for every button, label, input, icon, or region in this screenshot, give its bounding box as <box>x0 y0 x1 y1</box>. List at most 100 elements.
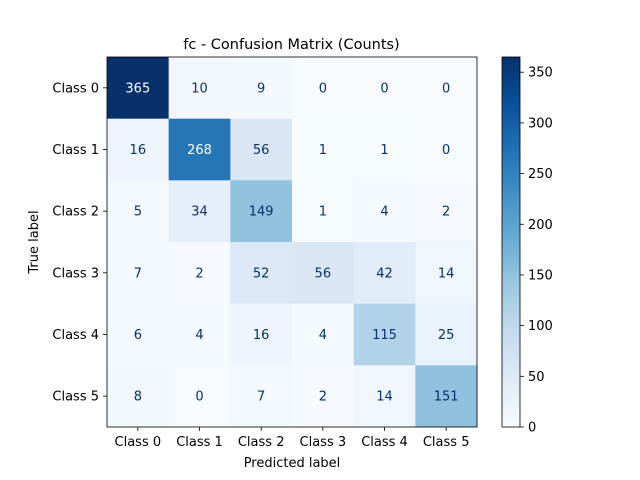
colorbar-tick-label: 150 <box>528 268 553 283</box>
heatmap-cell <box>415 303 478 366</box>
y-tick-label: Class 5 <box>52 390 99 405</box>
cell-value-label: 8 <box>134 390 142 405</box>
colorbar-tick-label: 250 <box>528 167 553 182</box>
heatmap-cell <box>230 180 293 243</box>
heatmap-cell <box>292 365 355 428</box>
heatmap-cell <box>415 242 478 305</box>
cell-value-label: 1 <box>319 205 327 220</box>
heatmap-cell <box>292 180 355 243</box>
x-tick-label: Class 5 <box>423 435 470 450</box>
heatmap-cell <box>230 303 293 366</box>
colorbar-tick-label: 100 <box>528 319 553 334</box>
cell-value-label: 7 <box>257 390 265 405</box>
heatmap-cell <box>168 365 231 428</box>
cell-value-label: 151 <box>434 390 459 405</box>
chart-title: fc - Confusion Matrix (Counts) <box>183 37 399 53</box>
cell-value-label: 6 <box>134 328 142 343</box>
cell-value-label: 365 <box>125 81 150 96</box>
heatmap-cell <box>292 57 355 120</box>
heatmap-cell <box>353 57 416 120</box>
heatmap-cell <box>292 303 355 366</box>
heatmap-cells <box>107 57 478 428</box>
colorbar-tick-label: 50 <box>528 370 545 385</box>
cell-value-label: 10 <box>191 81 208 96</box>
heatmap-cell <box>415 180 478 243</box>
cell-value-label: 14 <box>438 266 455 281</box>
heatmap-cell <box>415 57 478 120</box>
heatmap-cell <box>353 365 416 428</box>
cell-value-label: 1 <box>380 143 388 158</box>
x-axis-label: Predicted label <box>244 456 341 471</box>
cell-value-label: 0 <box>442 143 450 158</box>
y-tick-label: Class 2 <box>52 205 99 220</box>
cell-value-label: 2 <box>442 205 450 220</box>
y-axis-ticks: Class 0 Class 1 Class 2 Class 3 Class 4 Class… <box>52 81 107 405</box>
cell-value-label: 7 <box>134 266 142 281</box>
cell-value-label: 0 <box>442 81 450 96</box>
y-tick-label: Class 3 <box>52 266 99 281</box>
cell-value-label: 52 <box>253 266 270 281</box>
cell-value-label: 4 <box>195 328 203 343</box>
cell-value-label: 16 <box>130 143 147 158</box>
cell-value-label: 0 <box>380 81 388 96</box>
heatmap-cell <box>353 303 416 366</box>
heatmap-cell <box>168 180 231 243</box>
heatmap-cell <box>107 242 170 305</box>
heatmap-cell <box>230 118 293 181</box>
heatmap-cell <box>168 242 231 305</box>
heatmap-cell <box>107 180 170 243</box>
cell-value-label: 2 <box>195 266 203 281</box>
y-tick-label: Class 0 <box>52 81 99 96</box>
cell-value-label: 5 <box>134 205 142 220</box>
cell-value-label: 16 <box>253 328 270 343</box>
cell-value-label: 56 <box>315 266 332 281</box>
heatmap-cell <box>230 365 293 428</box>
heatmap-cell <box>107 118 170 181</box>
heatmap-cell <box>168 118 231 181</box>
y-axis-label: True label <box>27 210 42 274</box>
heatmap-cell <box>353 180 416 243</box>
heatmap-cell <box>168 57 231 120</box>
heatmap-cell <box>292 118 355 181</box>
cell-value-label: 56 <box>253 143 270 158</box>
x-tick-label: Class 4 <box>361 435 408 450</box>
heatmap-cell <box>415 118 478 181</box>
heatmap-cell <box>168 303 231 366</box>
x-tick-label: Class 0 <box>115 435 162 450</box>
cell-value-label: 4 <box>319 328 327 343</box>
colorbar-tick-label: 0 <box>528 421 536 436</box>
heatmap-cell <box>353 242 416 305</box>
x-tick-label: Class 2 <box>238 435 285 450</box>
y-tick-label: Class 1 <box>52 143 99 158</box>
heatmap-cell <box>107 303 170 366</box>
cell-value-label: 9 <box>257 81 265 96</box>
colorbar <box>501 56 521 428</box>
cell-value-label: 14 <box>376 390 393 405</box>
heatmap-cell <box>107 57 170 120</box>
heatmap-cell <box>415 365 478 428</box>
plot-frame <box>106 56 478 428</box>
heatmap-cell <box>230 242 293 305</box>
cell-value-label: 42 <box>376 266 393 281</box>
cell-value-label: 25 <box>438 328 455 343</box>
cell-value-label: 4 <box>380 205 388 220</box>
colorbar-tick-label: 350 <box>528 66 553 81</box>
cell-value-label: 268 <box>187 143 212 158</box>
x-tick-label: Class 3 <box>300 435 347 450</box>
heatmap-cell <box>107 365 170 428</box>
cell-value-label: 1 <box>319 143 327 158</box>
heatmap-cell-labels: 365 10 9 0 0 016 268 56 1 1 05 34 149 1 4 27 2 52 56 42 146 4… <box>125 81 458 404</box>
colorbar-tick-label: 300 <box>528 116 553 131</box>
cell-value-label: 34 <box>191 205 208 220</box>
heatmap-cell <box>353 118 416 181</box>
heatmap-cell <box>292 242 355 305</box>
cell-value-label: 149 <box>249 205 274 220</box>
x-axis-ticks: Class 0 Class 1 Class 2 Class 3 Class 4 Class… <box>115 427 470 450</box>
cell-value-label: 2 <box>319 390 327 405</box>
colorbar-ticks: 0 50 100 150 200 250 300 350 <box>520 66 553 436</box>
cell-value-label: 115 <box>372 328 397 343</box>
x-tick-label: Class 1 <box>176 435 223 450</box>
heatmap-cell <box>230 57 293 120</box>
cell-value-label: 0 <box>195 390 203 405</box>
